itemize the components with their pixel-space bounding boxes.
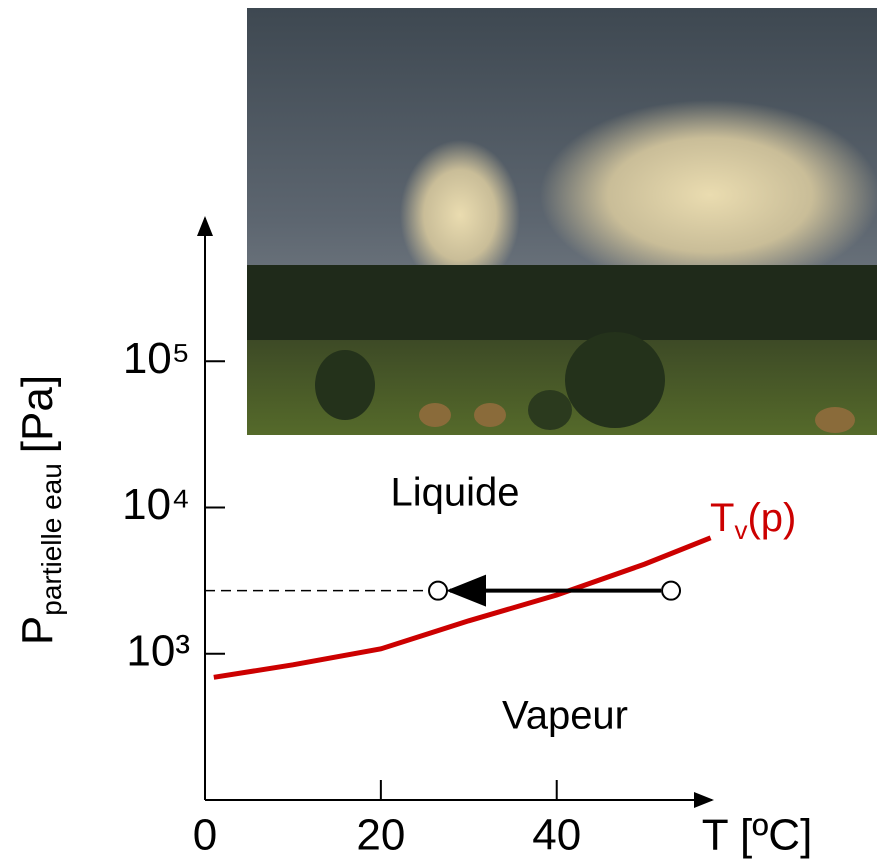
curve — [213, 535, 712, 680]
y-tick-label: 10³ — [126, 626, 190, 675]
y-axis-label: Ppartielle eau[Pa] — [13, 375, 68, 645]
x-axis-label: T [ºC] — [702, 811, 813, 860]
region-label: Liquide — [390, 471, 519, 515]
process-point — [428, 580, 449, 601]
region-label: Vapeur — [502, 694, 628, 738]
y-tick-label: 10⁴ — [122, 480, 190, 529]
curve-label: Tv(p) — [710, 496, 796, 545]
x-tick-label: 40 — [532, 811, 581, 860]
y-tick-label: 10⁵ — [123, 334, 190, 383]
x-tick-label: 20 — [356, 811, 405, 860]
process-point — [661, 580, 682, 601]
photo — [247, 8, 877, 435]
x-tick-label: 0 — [193, 811, 217, 860]
